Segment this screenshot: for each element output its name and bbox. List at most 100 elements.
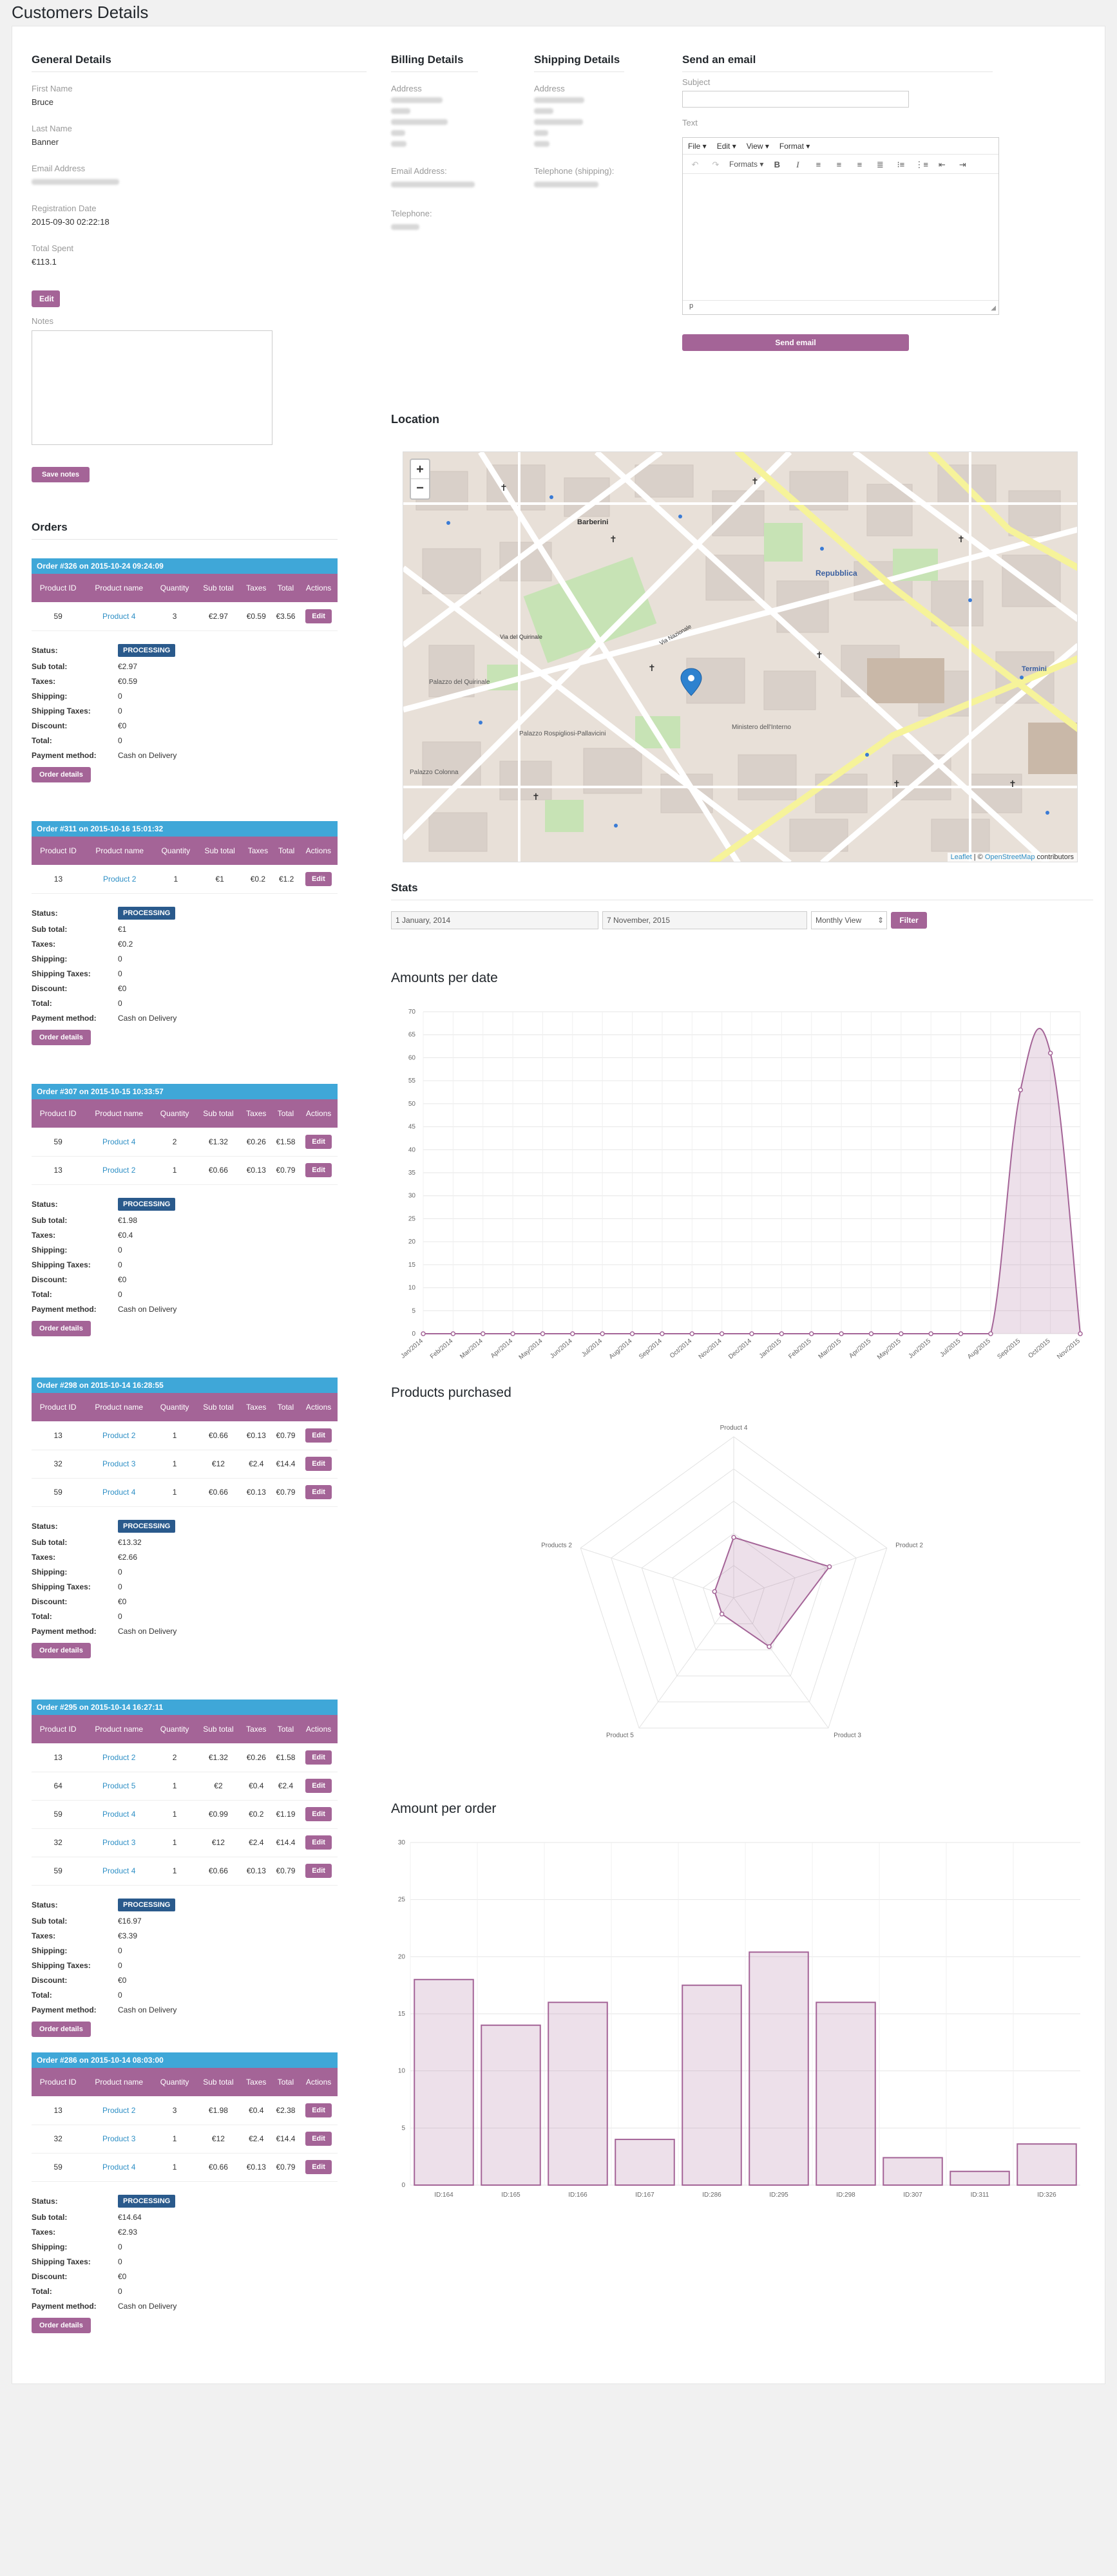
indent-icon[interactable]: ⇥ xyxy=(959,159,966,169)
column-header: Product name xyxy=(84,1715,154,1743)
product-link[interactable]: Product 2 xyxy=(102,1430,136,1440)
notes-textarea[interactable] xyxy=(32,330,272,445)
italic-icon[interactable]: I xyxy=(796,159,799,169)
editor-body[interactable] xyxy=(683,174,998,300)
zoom-out-button[interactable]: − xyxy=(416,481,424,495)
edit-item-button[interactable]: Edit xyxy=(305,2160,332,2174)
zoom-in-button[interactable]: + xyxy=(411,460,429,479)
menu-file[interactable]: File ▾ xyxy=(688,141,707,151)
stats-to-date[interactable]: 7 November, 2015 xyxy=(602,911,807,929)
column-header: Product ID xyxy=(32,1715,85,1743)
product-link[interactable]: Product 2 xyxy=(102,2105,136,2115)
stats-from-date[interactable]: 1 January, 2014 xyxy=(391,911,598,929)
menu-format[interactable]: Format ▾ xyxy=(779,141,810,151)
table-row: 32 Product 3 1 €12 €2.4 €14.4 Edit xyxy=(32,1828,338,1857)
edit-item-button[interactable]: Edit xyxy=(305,1457,332,1471)
product-link[interactable]: Product 3 xyxy=(102,1459,136,1468)
order-details-button[interactable]: Order details xyxy=(32,2317,91,2333)
first-name-value: Bruce xyxy=(32,97,53,107)
product-link[interactable]: Product 4 xyxy=(102,2163,136,2172)
cell: 1 xyxy=(154,865,198,894)
data-point xyxy=(1047,1050,1053,1056)
edit-item-button[interactable]: Edit xyxy=(305,1428,332,1443)
leaflet-link[interactable]: Leaflet xyxy=(950,853,972,861)
product-link[interactable]: Product 3 xyxy=(102,1838,136,1847)
summary-label: Discount: xyxy=(32,1275,68,1284)
cell: €3.56 xyxy=(271,602,300,631)
data-point xyxy=(660,1331,665,1336)
edit-item-button[interactable]: Edit xyxy=(305,609,332,623)
bar xyxy=(682,1984,742,2186)
edit-item-button[interactable]: Edit xyxy=(305,1134,332,1149)
outdent-icon[interactable]: ⇤ xyxy=(938,159,946,169)
edit-item-button[interactable]: Edit xyxy=(305,1835,332,1850)
edit-item-button[interactable]: Edit xyxy=(305,1750,332,1765)
svg-text:Via del Quirinale: Via del Quirinale xyxy=(500,634,542,640)
edit-item-button[interactable]: Edit xyxy=(305,1864,332,1878)
numbered-list-icon[interactable]: ⋮≡ xyxy=(915,159,928,169)
product-link[interactable]: Product 4 xyxy=(102,611,136,621)
order-details-button[interactable]: Order details xyxy=(32,1642,91,1658)
undo-icon[interactable]: ↶ xyxy=(691,159,699,169)
menu-edit[interactable]: Edit ▾ xyxy=(716,141,736,151)
align-left-icon[interactable]: ≡ xyxy=(816,159,821,169)
cell: 32 xyxy=(32,2125,85,2154)
align-center-icon[interactable]: ≡ xyxy=(836,159,842,169)
product-link[interactable]: Product 4 xyxy=(102,1488,136,1497)
bar xyxy=(414,1978,474,2186)
order-block: Order #307 on 2015-10-15 10:33:57 Product… xyxy=(32,1084,338,1336)
subject-input[interactable] xyxy=(682,91,909,108)
text-label: Text xyxy=(682,118,698,128)
summary-label: Total: xyxy=(32,736,52,745)
summary-label: Shipping: xyxy=(32,954,68,963)
edit-item-button[interactable]: Edit xyxy=(305,2132,332,2146)
bar xyxy=(548,2002,608,2186)
order-details-button[interactable]: Order details xyxy=(32,2021,91,2037)
billing-telephone-redacted xyxy=(391,224,419,230)
summary-label: Taxes: xyxy=(32,940,56,949)
cell: 3 xyxy=(153,2096,196,2125)
summary-value: 0 xyxy=(118,2242,122,2251)
product-link[interactable]: Product 3 xyxy=(102,2134,136,2143)
bullet-list-icon[interactable]: ⁝≡ xyxy=(897,159,905,169)
edit-customer-button[interactable]: Edit xyxy=(32,290,60,307)
align-justify-icon[interactable]: ≣ xyxy=(876,159,884,169)
edit-item-button[interactable]: Edit xyxy=(305,1485,332,1499)
align-right-icon[interactable]: ≡ xyxy=(857,159,863,169)
bold-icon[interactable]: B xyxy=(774,159,781,169)
edit-item-button[interactable]: Edit xyxy=(305,1807,332,1821)
order-details-button[interactable]: Order details xyxy=(32,766,91,782)
summary-value: €0 xyxy=(118,984,127,993)
summary-label: Shipping Taxes: xyxy=(32,706,91,715)
product-link[interactable]: Product 4 xyxy=(102,1137,136,1146)
product-link[interactable]: Product 4 xyxy=(102,1810,136,1819)
product-link[interactable]: Product 2 xyxy=(102,1752,136,1762)
product-link[interactable]: Product 5 xyxy=(102,1781,136,1790)
redo-icon[interactable]: ↷ xyxy=(712,159,720,169)
edit-item-button[interactable]: Edit xyxy=(305,1163,332,1177)
email-label: Email Address xyxy=(32,164,86,173)
resize-handle-icon[interactable]: ◢ xyxy=(991,305,996,312)
save-notes-button[interactable]: Save notes xyxy=(32,467,90,482)
amounts-per-date-title: Amounts per date xyxy=(391,971,498,985)
table-row: 59 Product 4 2 €1.32 €0.26 €1.58 Edit xyxy=(32,1128,338,1157)
menu-view[interactable]: View ▾ xyxy=(746,141,769,151)
product-link[interactable]: Product 2 xyxy=(103,874,137,884)
stats-filter-button[interactable]: Filter xyxy=(891,912,927,929)
location-map[interactable]: ✝ ✝ ✝ ✝ ✝ ✝ ✝ ✝ ✝ Barberini Repubblica Via del … xyxy=(403,451,1078,862)
edit-item-button[interactable]: Edit xyxy=(305,871,332,886)
cell: €0.66 xyxy=(196,2153,241,2182)
editor-menubar: File ▾ Edit ▾ View ▾ Format ▾ xyxy=(683,138,998,155)
product-link[interactable]: Product 2 xyxy=(102,1166,136,1175)
summary-value: 0 xyxy=(118,1567,122,1577)
stats-view-select[interactable]: Monthly View ⇕ xyxy=(811,911,887,929)
order-details-button[interactable]: Order details xyxy=(32,1320,91,1336)
osm-link[interactable]: OpenStreetMap xyxy=(984,853,1035,861)
cell: €1 xyxy=(197,865,243,894)
edit-item-button[interactable]: Edit xyxy=(305,2103,332,2117)
send-email-button[interactable]: Send email xyxy=(682,334,909,351)
product-link[interactable]: Product 4 xyxy=(102,1866,136,1875)
edit-item-button[interactable]: Edit xyxy=(305,1779,332,1793)
order-details-button[interactable]: Order details xyxy=(32,1029,91,1045)
formats-dropdown[interactable]: Formats ▾ xyxy=(729,159,764,169)
